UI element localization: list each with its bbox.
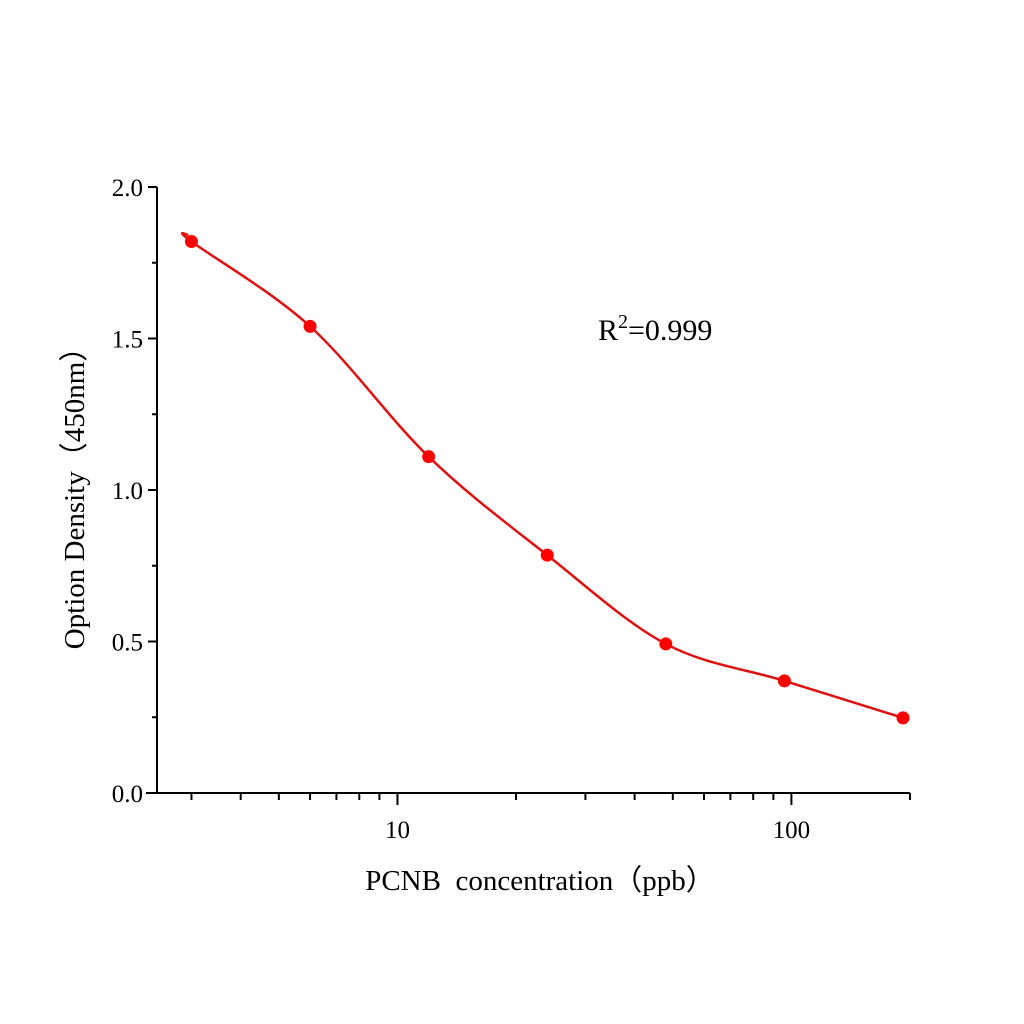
y-axis-label: Option Density（450nm） [59,333,91,650]
data-point [540,548,554,562]
data-points [184,235,910,725]
fit-curve [180,231,904,720]
y-tick-label: 0.5 [112,630,143,657]
x-tick-label: 100 [773,817,811,844]
y-tick-label: 1.5 [112,327,143,354]
data-point [303,319,317,333]
data-point [184,235,198,249]
fit-curve-group [180,231,904,720]
y-tick-label: 1.0 [112,478,143,505]
y-tick-label: 2.0 [112,175,143,202]
data-point [422,450,436,464]
data-point [777,674,791,688]
data-point [659,637,673,651]
axes: 0.0 0.5 1.0 1.5 2.0 10 100 [112,175,911,844]
x-axis-label: PCNB concentration（ppb） [365,865,715,897]
y-tick-label: 0.0 [112,781,143,808]
x-tick-label: 10 [385,817,410,844]
r-squared-annotation: R2=0.999 [598,311,712,347]
data-point [896,711,910,725]
